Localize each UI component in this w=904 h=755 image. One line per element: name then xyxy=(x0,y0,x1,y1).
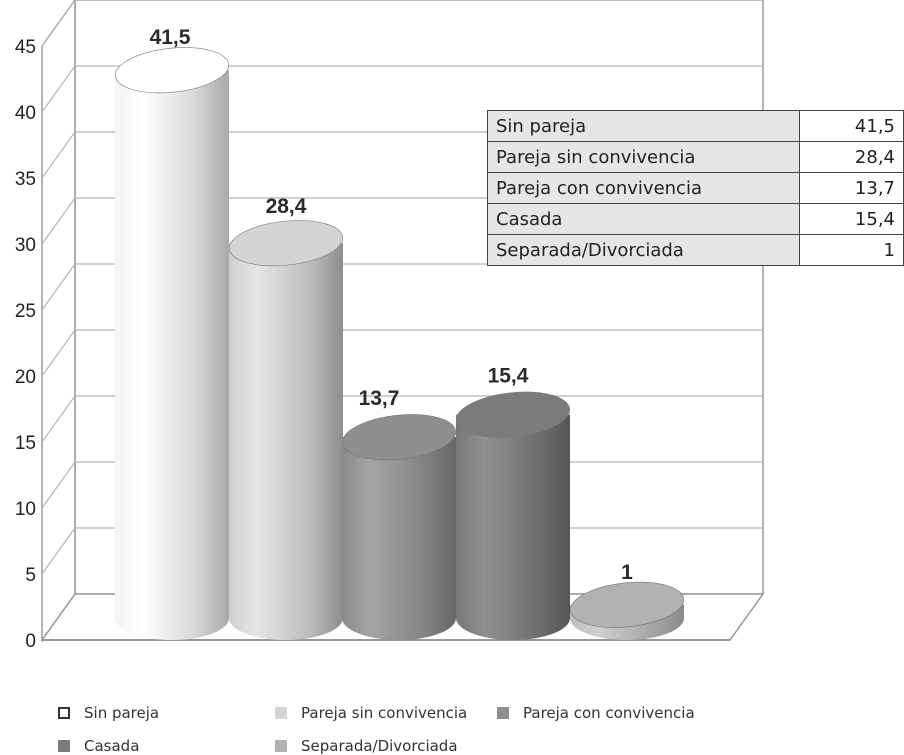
grid-line xyxy=(41,329,76,377)
bar-body xyxy=(342,437,456,640)
grid-line xyxy=(41,461,76,509)
legend-label: Pareja con convivencia xyxy=(523,704,695,722)
bar-top xyxy=(228,220,344,267)
table-cell-label: Pareja con convivencia xyxy=(487,172,800,204)
y-axis-ticks: 0 5 10 15 20 25 30 35 40 45 xyxy=(15,37,36,652)
grid-line xyxy=(41,0,76,47)
bar-top xyxy=(341,414,457,461)
data-labels: 41,5 28,4 13,7 15,4 1 xyxy=(150,26,634,584)
bar-body xyxy=(456,414,570,640)
legend-label: Separada/Divorciada xyxy=(301,737,458,755)
data-table: Sin pareja 41,5 Pareja sin convivencia 2… xyxy=(487,110,904,266)
data-label: 13,7 xyxy=(359,387,400,410)
table-cell-value: 13,7 xyxy=(798,172,904,204)
grid-line xyxy=(41,65,76,113)
legend-swatch xyxy=(58,740,70,752)
grid-line xyxy=(41,527,76,575)
data-label: 28,4 xyxy=(266,195,307,218)
legend-label: Sin pareja xyxy=(84,704,160,722)
table-row: Sin pareja 41,5 xyxy=(487,110,904,142)
bar-body xyxy=(115,70,229,640)
grid-line xyxy=(41,263,76,311)
y-tick-label: 0 xyxy=(25,631,36,652)
data-label: 41,5 xyxy=(150,26,191,49)
legend-item: Pareja sin convivencia xyxy=(275,704,467,722)
y-tick-label: 10 xyxy=(15,499,36,520)
bar xyxy=(228,220,344,640)
table-cell-value: 1 xyxy=(798,234,904,266)
table-row: Pareja con convivencia 13,7 xyxy=(487,172,904,204)
table-cell-value: 28,4 xyxy=(798,141,904,173)
table-row: Pareja sin convivencia 28,4 xyxy=(487,141,904,173)
bar-top xyxy=(569,581,685,628)
grid-line xyxy=(41,395,76,443)
y-tick-label: 45 xyxy=(15,37,36,58)
grid-line xyxy=(41,197,76,245)
bar xyxy=(569,581,685,640)
table-cell-label: Separada/Divorciada xyxy=(487,234,800,266)
legend-item: Pareja con convivencia xyxy=(497,704,695,722)
legend-swatch xyxy=(275,707,287,719)
legend-swatch xyxy=(275,740,287,752)
bars xyxy=(114,47,685,640)
bar-top xyxy=(114,47,230,94)
y-tick-label: 20 xyxy=(15,367,36,388)
table-row: Separada/Divorciada 1 xyxy=(487,234,904,266)
legend-swatch xyxy=(497,707,509,719)
y-tick-label: 5 xyxy=(25,565,36,586)
bar xyxy=(455,391,571,640)
legend-item: Casada xyxy=(58,737,139,755)
legend-label: Casada xyxy=(84,737,140,755)
table-cell-label: Sin pareja xyxy=(487,110,800,142)
y-tick-label: 35 xyxy=(15,169,36,190)
bar-top xyxy=(455,391,571,438)
legend-item: Sin pareja xyxy=(58,704,159,722)
table-cell-label: Pareja sin convivencia xyxy=(487,141,800,173)
y-tick-label: 15 xyxy=(15,433,36,454)
y-tick-label: 25 xyxy=(15,301,36,322)
bar xyxy=(341,414,457,640)
data-label: 1 xyxy=(621,561,633,584)
grid-line xyxy=(41,131,76,179)
table-cell-value: 41,5 xyxy=(798,110,904,142)
legend-label: Pareja sin convivencia xyxy=(301,704,468,722)
bar xyxy=(114,47,230,640)
y-tick-label: 40 xyxy=(15,103,36,124)
table-cell-value: 15,4 xyxy=(798,203,904,235)
legend-item: Separada/Divorciada xyxy=(275,737,458,755)
legend-swatch xyxy=(58,707,70,719)
data-label: 15,4 xyxy=(488,365,529,388)
y-tick-label: 30 xyxy=(15,235,36,256)
bar-body xyxy=(229,243,343,640)
